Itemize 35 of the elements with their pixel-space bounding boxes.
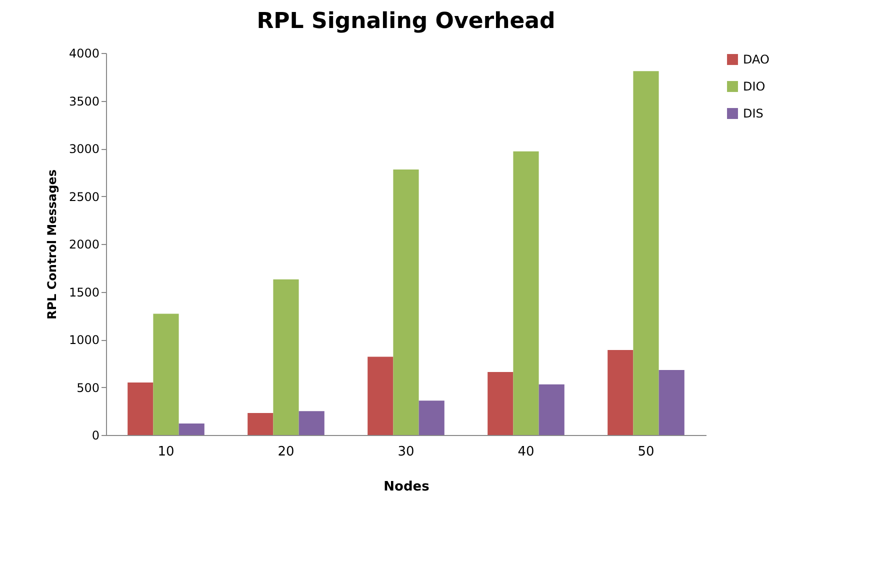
bar — [633, 71, 659, 435]
legend-label: DIS — [743, 106, 764, 120]
legend-label: DIO — [743, 80, 766, 94]
bar — [178, 424, 204, 435]
bar — [298, 411, 324, 435]
bar — [608, 350, 634, 435]
bar — [128, 382, 154, 435]
x-tick-label: 40 — [518, 444, 534, 460]
bar — [488, 372, 514, 435]
x-tick-label: 20 — [278, 444, 294, 460]
x-tick-label: 30 — [398, 444, 414, 460]
bar — [153, 314, 179, 435]
bar — [393, 170, 419, 435]
y-tick-label: 1000 — [68, 333, 100, 347]
chart-title: RPL Signaling Overhead — [256, 9, 556, 34]
y-tick-label: 2000 — [68, 238, 100, 252]
x-axis-title: Nodes — [384, 480, 430, 494]
y-tick-label: 500 — [76, 380, 100, 395]
bar — [273, 279, 299, 435]
y-tick-label: 1500 — [68, 285, 100, 300]
y-tick-label: 3000 — [68, 142, 100, 156]
y-tick-label: 2500 — [68, 190, 100, 204]
x-tick-label: 50 — [638, 444, 654, 460]
bar — [248, 413, 274, 435]
x-tick-label: 10 — [158, 444, 174, 460]
bar — [658, 370, 684, 435]
legend-label: DAO — [743, 52, 770, 66]
y-tick-label: 4000 — [68, 46, 100, 60]
bar — [513, 151, 539, 435]
bar — [538, 384, 564, 435]
y-tick-label: 3500 — [68, 94, 100, 108]
y-axis-title: RPL Control Messages — [44, 170, 59, 320]
bar — [368, 356, 394, 435]
bar — [418, 400, 444, 435]
y-tick-label: 0 — [92, 428, 100, 442]
